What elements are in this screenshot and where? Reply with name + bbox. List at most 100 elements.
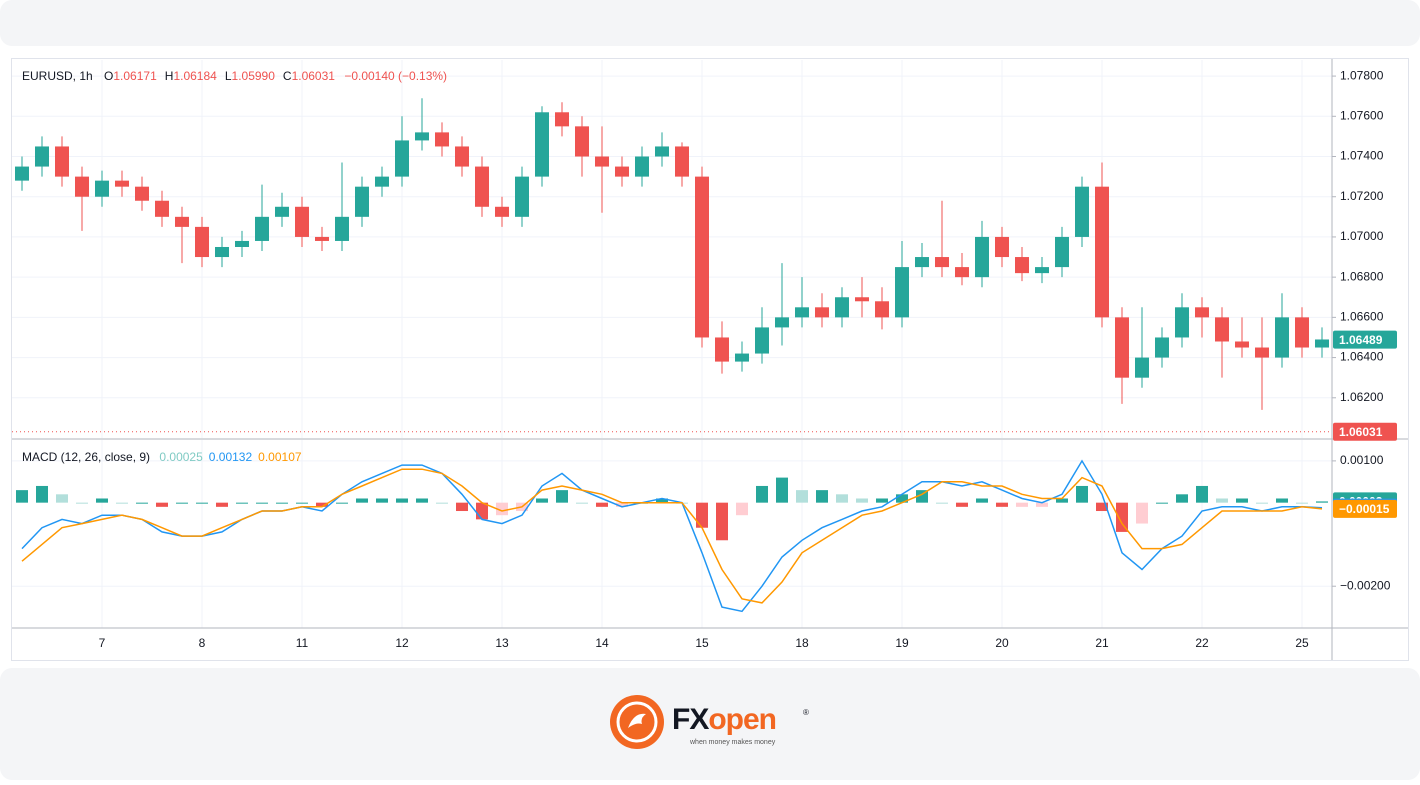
footer — [0, 668, 1420, 780]
x-tick-label: 13 — [495, 636, 509, 650]
histogram-bar — [1316, 501, 1328, 503]
logo-fx: FX — [672, 703, 709, 736]
histogram-bar — [1216, 498, 1228, 503]
candle-body — [735, 353, 749, 362]
candle-body — [595, 156, 609, 167]
histogram-bar — [296, 502, 308, 504]
candle-body — [1315, 339, 1329, 348]
histogram-bar — [156, 502, 168, 507]
histogram-bar — [1176, 494, 1188, 503]
y-tick-label: 1.07400 — [1340, 149, 1384, 163]
candle-body — [1235, 341, 1249, 348]
histogram-bar — [896, 494, 908, 503]
logo-tagline: when money makes money — [689, 739, 776, 746]
histogram-bar — [236, 502, 248, 504]
ohlc-key: O — [104, 69, 113, 83]
candle-body — [255, 216, 269, 241]
legend-value: 0.00132 — [209, 450, 253, 464]
histogram-bar — [836, 494, 848, 503]
price-tag-label: 1.06031 — [1339, 425, 1383, 439]
histogram-bar — [336, 502, 348, 504]
x-tick-label: 18 — [795, 636, 809, 650]
candle-body — [695, 176, 709, 338]
candle-body — [915, 257, 929, 268]
symbol: EURUSD, 1h — [22, 69, 93, 83]
ohlc-key: H — [165, 69, 174, 83]
x-tick-label: 14 — [595, 636, 609, 650]
candle-body — [515, 176, 529, 217]
histogram-bar — [436, 502, 448, 504]
histogram-bar — [976, 498, 988, 503]
candle-body — [1275, 317, 1289, 358]
logo: FXopen ® when money makes money — [610, 695, 809, 749]
histogram-bar — [96, 498, 108, 503]
histogram-bar — [176, 502, 188, 504]
logo-open: open — [708, 703, 776, 736]
histogram-bar — [1156, 502, 1168, 504]
y-tick-label: 1.06800 — [1340, 269, 1384, 283]
histogram-bar — [696, 502, 708, 528]
candle-body — [535, 112, 549, 177]
histogram-bar — [456, 502, 468, 512]
candle-body — [1175, 307, 1189, 338]
price-tag-label: −0.00015 — [1339, 502, 1390, 516]
x-tick-label: 15 — [695, 636, 709, 650]
candle-body — [435, 132, 449, 147]
histogram-bar — [396, 498, 408, 503]
candle-body — [955, 267, 969, 278]
candle-body — [1135, 357, 1149, 378]
candle-body — [215, 246, 229, 258]
histogram-bar — [936, 502, 948, 504]
histogram-bar — [616, 502, 628, 507]
y-tick-label: 1.07800 — [1340, 68, 1384, 82]
candle-body — [1215, 317, 1229, 342]
ohlc-value: 1.06184 — [173, 69, 217, 83]
candle-body — [615, 166, 629, 177]
macd-legend: MACD (12, 26, close, 9) 0.00025 0.00132 0.… — [22, 450, 302, 464]
candle-body — [155, 200, 169, 217]
histogram-bar — [556, 490, 568, 503]
candle-body — [715, 337, 729, 362]
histogram-bar — [1136, 502, 1148, 524]
candle-body — [115, 180, 129, 187]
x-tick-label: 12 — [395, 636, 409, 650]
histogram-bar — [816, 490, 828, 503]
histogram-bar — [1016, 502, 1028, 507]
histogram-bar — [1256, 502, 1268, 504]
ohlc-key: C — [283, 69, 292, 83]
candle-body — [295, 206, 309, 237]
candle-body — [675, 146, 689, 177]
histogram-bar — [756, 485, 768, 503]
ohlc-header: EURUSD, 1h O1.06171 H1.06184 L1.05990 C1.06… — [22, 69, 447, 83]
chart-frame — [11, 58, 1409, 661]
candle-body — [835, 297, 849, 318]
macd-title: MACD (12, 26, close, 9) — [22, 450, 150, 464]
price-tag-label: 1.06489 — [1339, 333, 1383, 347]
candle-body — [795, 307, 809, 318]
price-tag — [1333, 330, 1397, 349]
histogram-bar — [596, 502, 608, 507]
histogram-bar — [856, 498, 868, 503]
plot — [12, 98, 1332, 613]
candle-body — [95, 180, 109, 197]
histogram-bar — [1196, 485, 1208, 503]
histogram-bar — [656, 498, 668, 503]
logo-registered: ® — [803, 708, 809, 717]
histogram-bar — [1116, 502, 1128, 532]
histogram-bar — [496, 502, 508, 516]
candle-body — [1075, 186, 1089, 237]
histogram-bar — [256, 502, 268, 504]
candle-body — [1295, 317, 1309, 348]
candle-body — [455, 146, 469, 167]
y-tick-label: −0.00200 — [1340, 578, 1391, 592]
ohlc: O1.06171 H1.06184 L1.05990 C1.06031 — [104, 69, 335, 83]
candle-body — [175, 216, 189, 227]
logo-text: FXopen — [672, 703, 776, 736]
grid — [12, 60, 1332, 628]
histogram-bar — [76, 502, 88, 504]
y-tick-label: 1.06200 — [1340, 390, 1384, 404]
ohlc-key: L — [225, 69, 232, 83]
histogram-bar — [216, 502, 228, 507]
histogram-bar — [736, 502, 748, 516]
